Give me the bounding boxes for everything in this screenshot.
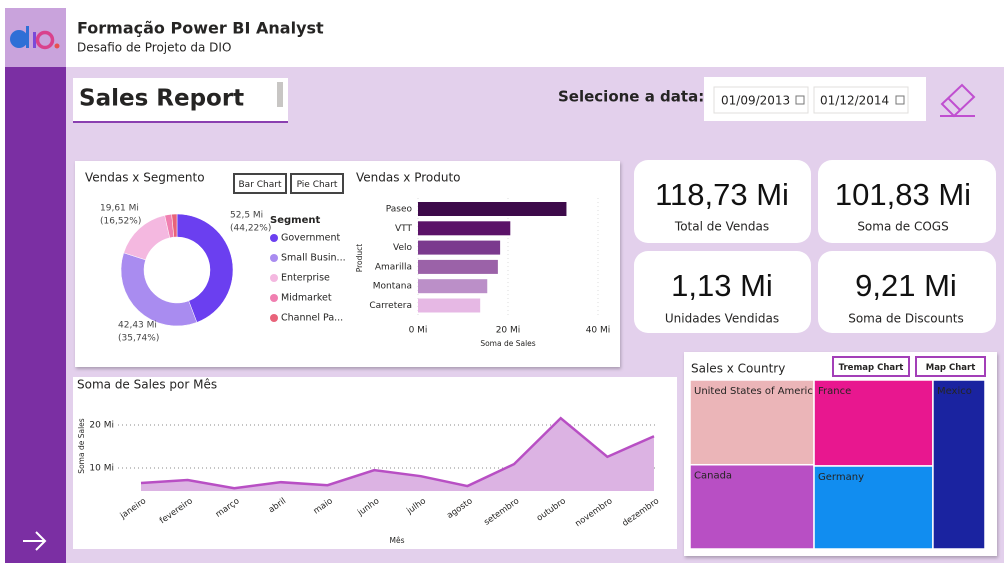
area-fill [141, 418, 654, 491]
date-prompt: Selecione a data: [558, 88, 704, 106]
y-tick-label: Montana [373, 282, 412, 292]
x-axis-title: Mês [390, 536, 405, 545]
kpi-value: 9,21 Mi [855, 268, 957, 303]
chart-title: Sales x Country [691, 362, 785, 376]
tile-label: Germany [818, 472, 864, 483]
legend-title: Segment [270, 215, 320, 226]
y-tick-label: 10 Mi [89, 464, 114, 474]
chart-button-label[interactable]: Pie Chart [297, 180, 338, 190]
data-label: 42,43 Mi [118, 321, 157, 331]
chart-button[interactable] [915, 356, 986, 377]
donut-slice [176, 213, 234, 323]
percent-label: (16,52%) [100, 217, 141, 227]
y-tick-label: VTT [395, 224, 412, 234]
y-tick-label: Carretera [369, 301, 412, 311]
kpi-value: 118,73 Mi [655, 177, 789, 212]
bar [418, 259, 498, 274]
kpi-label: Unidades Vendidas [665, 312, 779, 326]
chart-title: Vendas x Segmento [85, 171, 205, 185]
tile-label: France [818, 386, 851, 397]
chart-button-label[interactable]: Map Chart [926, 363, 976, 373]
legend-label: Midmarket [281, 293, 332, 304]
start-date-input[interactable]: 01/09/2013 [713, 86, 809, 114]
kpi-label: Total de Vendas [674, 220, 769, 234]
bar [418, 240, 501, 255]
bar [418, 202, 567, 216]
kpi-card: 1,13 Mi Unidades Vendidas [634, 251, 811, 333]
legend-marker [270, 254, 278, 262]
x-tick-label: 20 Mi [496, 326, 521, 336]
treemap-tile [689, 379, 815, 466]
tile-label: United States of America [694, 386, 819, 397]
x-tick-label: 0 Mi [409, 326, 428, 336]
end-date: 01/12/2014 [820, 94, 889, 108]
y-tick-label: Paseo [386, 205, 413, 215]
clear-filters-icon[interactable] [940, 83, 976, 118]
y-tick-label: Velo [393, 243, 412, 253]
kpi-card: 9,21 Mi Soma de Discounts [818, 251, 996, 333]
kpi-label: Soma de Discounts [848, 312, 964, 326]
bar [418, 279, 488, 294]
treemap-tile [932, 379, 986, 550]
report-title-box [73, 78, 288, 122]
tile-label: Mexico [937, 386, 972, 397]
logo [10, 26, 60, 50]
y-axis-title: Product [355, 244, 364, 273]
kpi-card: 118,73 Mi Total de Vendas [634, 160, 811, 243]
legend-marker [270, 314, 278, 322]
treemap-tile [689, 463, 815, 550]
header-title: Formação Power BI Analyst [77, 19, 324, 38]
y-axis-title: Soma de Sales [77, 418, 86, 473]
tile-label: Canada [694, 471, 732, 482]
treemap-tile [813, 465, 934, 550]
chart-button-label[interactable]: Tremap Chart [839, 363, 904, 373]
legend-marker [270, 234, 278, 242]
chart-button-label[interactable]: Bar Chart [239, 180, 282, 190]
kpi-value: 101,83 Mi [835, 177, 971, 212]
legend-marker [270, 274, 278, 282]
legend-label: Small Busin... [281, 253, 346, 264]
x-axis-title: Soma de Sales [480, 339, 535, 348]
donut-slice [120, 252, 198, 327]
data-label: 52,5 Mi [230, 211, 263, 221]
next-arrow[interactable] [23, 531, 47, 551]
legend-label: Channel Pa... [281, 313, 343, 324]
kpi-card: 101,83 Mi Soma de COGS [818, 160, 996, 243]
bar [418, 221, 511, 236]
x-tick-label: 40 Mi [586, 326, 611, 336]
report-title: Sales Report [79, 86, 244, 112]
kpi-value: 1,13 Mi [671, 268, 773, 303]
title-accent [277, 82, 283, 107]
legend-label: Enterprise [281, 273, 330, 284]
y-tick-label: 20 Mi [89, 421, 114, 431]
percent-label: (35,74%) [118, 334, 159, 344]
segment-product-panel [75, 161, 620, 367]
percent-label: (44,22%) [230, 224, 271, 234]
chart-button[interactable] [832, 356, 910, 377]
y-tick-label: Amarilla [375, 262, 412, 272]
start-date: 01/09/2013 [721, 94, 790, 108]
data-label: 19,61 Mi [100, 204, 139, 214]
chart-button[interactable] [290, 173, 344, 194]
header-subtitle: Desafio de Projeto da DIO [77, 41, 231, 55]
chart-title: Soma de Sales por Mês [77, 378, 217, 392]
chart-button[interactable] [233, 173, 287, 194]
chart-title: Vendas x Produto [356, 171, 461, 185]
legend-marker [270, 294, 278, 302]
side-bar [5, 67, 66, 563]
bar [418, 298, 481, 313]
kpi-label: Soma de COGS [857, 220, 948, 234]
donut-slice [171, 213, 178, 238]
end-date-input[interactable]: 01/12/2014 [813, 86, 909, 114]
line [140, 416, 655, 490]
legend-label: Government [281, 233, 341, 244]
title-underline [73, 121, 288, 123]
